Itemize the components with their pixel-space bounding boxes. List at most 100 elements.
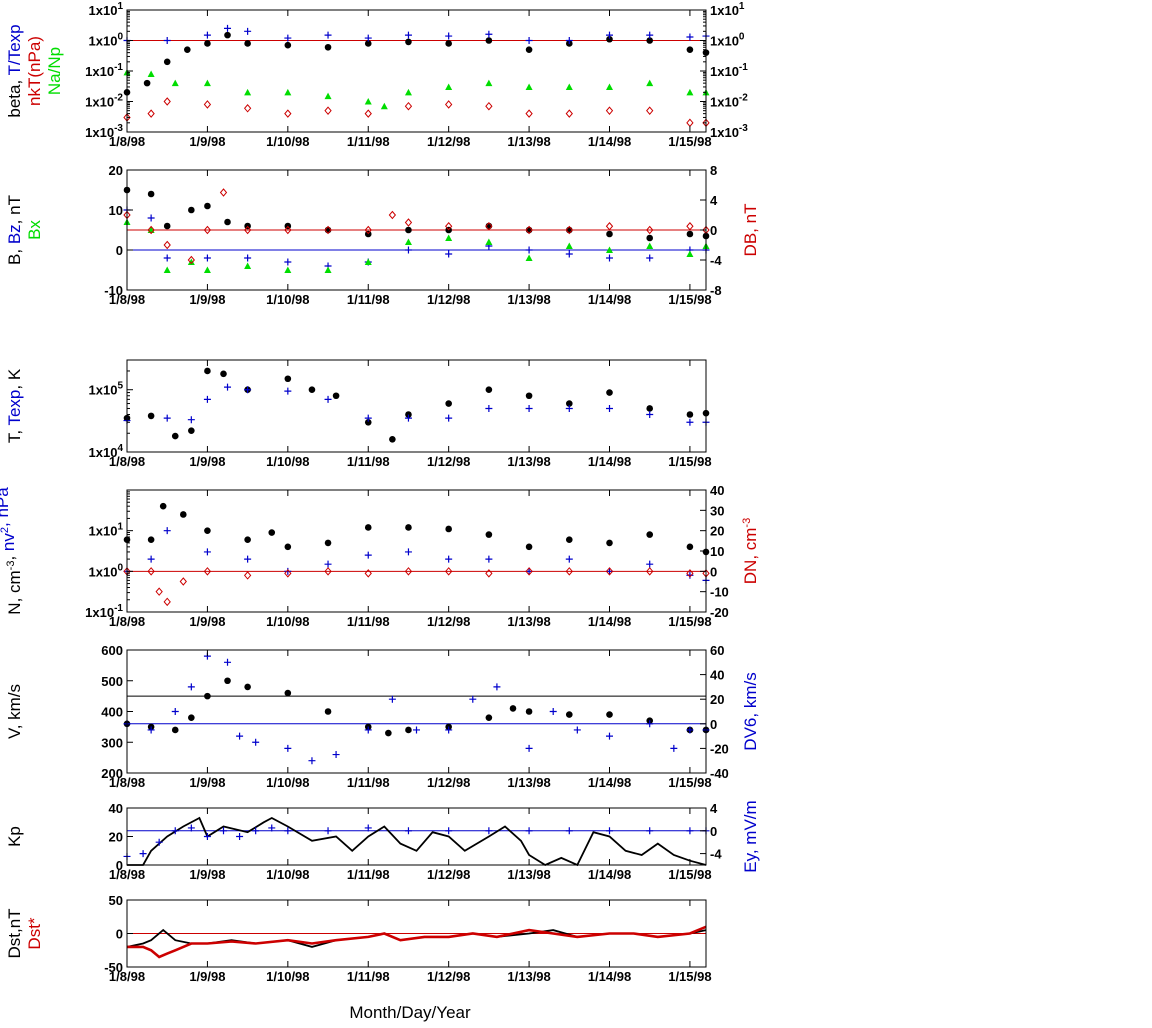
- data-point: [485, 30, 493, 38]
- series-blue-plus: [123, 206, 710, 270]
- data-point: [171, 708, 179, 715]
- left-tick-label: 0: [116, 927, 123, 942]
- right-axis-label: DN, cm-3: [741, 518, 760, 584]
- data-point: [565, 37, 573, 44]
- data-point: [147, 225, 155, 235]
- data-point: [284, 543, 292, 551]
- data-point: [284, 109, 292, 118]
- data-point: [565, 83, 573, 90]
- data-point: [364, 225, 372, 235]
- data-point: [686, 46, 694, 53]
- x-tick-label: 1/9/98: [189, 454, 225, 469]
- data-point: [203, 79, 211, 87]
- data-point: [187, 824, 195, 832]
- data-point: [404, 101, 413, 111]
- data-point: [646, 720, 654, 728]
- x-tick-label: 1/14/98: [588, 134, 631, 149]
- data-point: [525, 37, 533, 44]
- left-tick-label: 1x101: [89, 1, 124, 18]
- data-point: [525, 83, 533, 90]
- data-point: [485, 531, 493, 538]
- data-point: [686, 221, 694, 231]
- x-tick-label: 1/15/98: [668, 134, 711, 149]
- data-point: [565, 567, 573, 576]
- right-tick-label: 10: [710, 544, 724, 559]
- data-point: [485, 714, 493, 721]
- x-tick-label: 1/13/98: [507, 454, 550, 469]
- data-point: [686, 250, 694, 257]
- data-point: [565, 400, 573, 407]
- data-point: [646, 405, 654, 412]
- data-point: [485, 37, 493, 44]
- series-black-dot: [123, 186, 710, 242]
- x-tick-label: 1/15/98: [668, 454, 711, 469]
- data-point: [284, 266, 292, 273]
- data-point: [686, 569, 694, 578]
- data-point: [243, 103, 252, 113]
- data-point: [284, 258, 292, 266]
- data-point: [324, 560, 332, 568]
- data-point: [646, 531, 654, 538]
- data-point: [445, 32, 453, 40]
- series-blue-plus: [123, 24, 710, 44]
- x-tick-label: 1/15/98: [668, 969, 711, 984]
- x-tick-label: 1/10/98: [266, 969, 309, 984]
- data-point: [224, 383, 232, 391]
- data-point: [224, 658, 232, 666]
- data-point: [147, 567, 155, 576]
- data-point: [605, 221, 614, 231]
- data-point: [565, 225, 573, 235]
- data-point: [203, 100, 212, 109]
- data-point: [485, 827, 493, 835]
- data-point: [565, 827, 573, 835]
- left-tick-label: 40: [109, 801, 123, 816]
- right-tick-label: -4: [710, 847, 722, 862]
- x-tick-label: 1/13/98: [507, 775, 550, 790]
- data-point: [445, 250, 453, 258]
- left-tick-label: 1x100: [89, 562, 124, 579]
- data-point: [405, 524, 412, 531]
- data-point: [606, 35, 613, 43]
- data-point: [485, 221, 493, 231]
- data-point: [646, 827, 654, 835]
- data-point: [204, 367, 211, 375]
- right-tick-label: -10: [710, 585, 729, 600]
- right-axis-label: DV6, km/s: [741, 672, 760, 750]
- right-tick-label: 1x100: [710, 32, 745, 49]
- data-point: [203, 548, 211, 556]
- x-tick-label: 1/15/98: [668, 775, 711, 790]
- x-tick-label: 1/12/98: [427, 454, 470, 469]
- data-point: [147, 214, 155, 222]
- data-point: [485, 555, 493, 563]
- data-point: [485, 101, 493, 111]
- data-point: [525, 404, 533, 412]
- data-point: [203, 254, 211, 262]
- data-point: [224, 24, 232, 32]
- data-point: [445, 234, 453, 241]
- data-point: [284, 34, 292, 42]
- data-point: [525, 392, 533, 400]
- data-point: [163, 597, 171, 607]
- data-point: [243, 225, 252, 235]
- data-point: [187, 683, 195, 691]
- data-point: [493, 683, 501, 691]
- data-point: [445, 83, 453, 90]
- data-point: [204, 527, 211, 534]
- x-tick-label: 1/11/98: [347, 614, 390, 629]
- data-point: [606, 389, 613, 396]
- x-tick-label: 1/12/98: [427, 969, 470, 984]
- data-point: [445, 100, 453, 109]
- data-point: [203, 833, 211, 840]
- data-point: [163, 222, 171, 230]
- right-axis-label: Ey, mV/m: [741, 800, 760, 872]
- data-point: [646, 411, 654, 419]
- data-point: [284, 375, 292, 383]
- x-tick-label: 1/10/98: [266, 134, 309, 149]
- data-point: [324, 225, 332, 235]
- right-tick-label: 1x10-2: [710, 93, 748, 110]
- left-tick-label: 20: [109, 830, 123, 845]
- data-point: [284, 689, 292, 697]
- data-point: [332, 751, 340, 759]
- data-point: [252, 827, 260, 835]
